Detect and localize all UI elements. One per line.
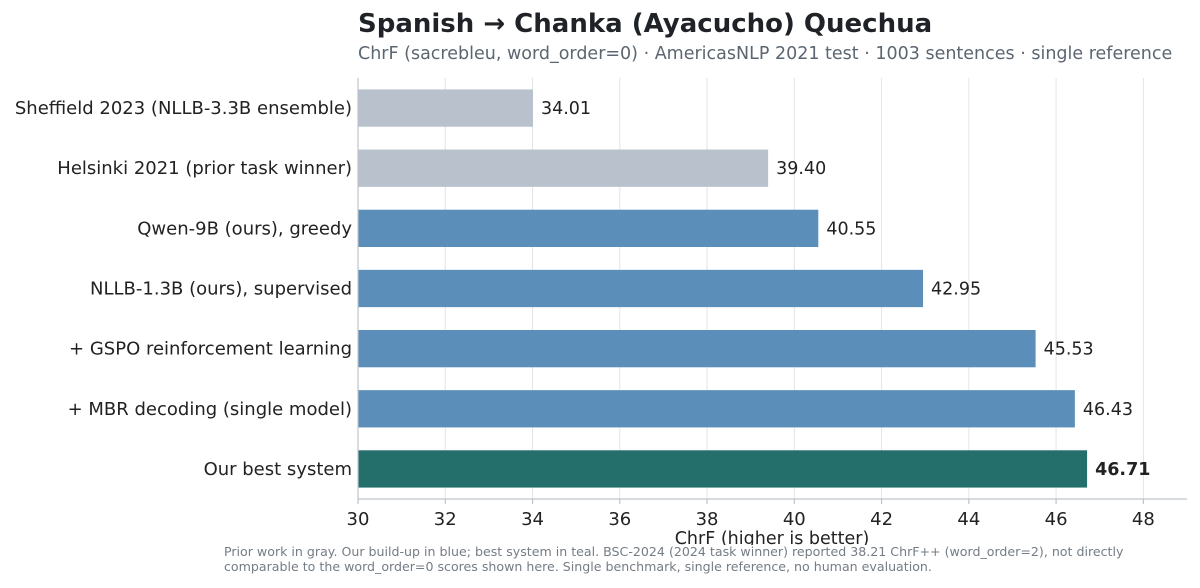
x-tick-label: 38 [696, 509, 719, 530]
bar [358, 450, 1088, 488]
bar [358, 149, 769, 187]
value-label: 40.55 [826, 219, 876, 239]
bar [358, 269, 924, 308]
category-label: + MBR decoding (single model) [68, 399, 352, 420]
x-tick-label: 40 [783, 509, 806, 530]
x-tick-label: 30 [347, 509, 370, 530]
value-label: 46.71 [1095, 460, 1150, 480]
value-label: 45.53 [1044, 340, 1094, 360]
x-tick-label: 46 [1045, 509, 1068, 530]
category-label: Our best system [204, 459, 352, 480]
category-label: NLLB-1.3B (ours), supervised [90, 279, 352, 300]
bar [358, 390, 1075, 428]
x-tick-label: 32 [434, 509, 457, 530]
x-axis-ticks: 30 32 34 36 38 40 42 44 46 48 [347, 499, 1155, 530]
category-label: Sheffield 2023 (NLLB-3.3B ensemble) [15, 98, 352, 119]
x-tick-label: 36 [608, 509, 631, 530]
bar-chart: Spanish → Chanka (Ayacucho) Quechua ChrF… [15, 9, 1187, 545]
footnote: Prior work in gray. Our build-up in blue… [224, 544, 1184, 574]
category-label: Qwen-9B (ours), greedy [137, 218, 352, 239]
value-label: 42.95 [931, 280, 981, 300]
chart-title: Spanish → Chanka (Ayacucho) Quechua [358, 9, 932, 39]
x-tick-label: 48 [1132, 509, 1155, 530]
x-axis-label: ChrF (higher is better) [675, 529, 870, 545]
category-label: + GSPO reinforcement learning [69, 339, 352, 360]
value-label: 39.40 [776, 159, 826, 179]
footnote-line-2: comparable to the word_order=0 scores sh… [224, 558, 932, 574]
value-label: 46.43 [1083, 400, 1133, 420]
chart-subtitle: ChrF (sacrebleu, word_order=0) · America… [358, 44, 1172, 64]
footnote-line-1: Prior work in gray. Our build-up in blue… [224, 544, 1124, 559]
value-label: 34.01 [541, 99, 591, 119]
x-tick-label: 44 [957, 509, 980, 530]
bar [358, 209, 819, 248]
x-tick-label: 42 [870, 509, 893, 530]
bars: Sheffield 2023 (NLLB-3.3B ensemble) 34.01… [15, 89, 1150, 488]
bar [358, 89, 533, 127]
bar [358, 329, 1036, 368]
category-label: Helsinki 2021 (prior task winner) [57, 158, 352, 179]
x-tick-label: 34 [521, 509, 544, 530]
